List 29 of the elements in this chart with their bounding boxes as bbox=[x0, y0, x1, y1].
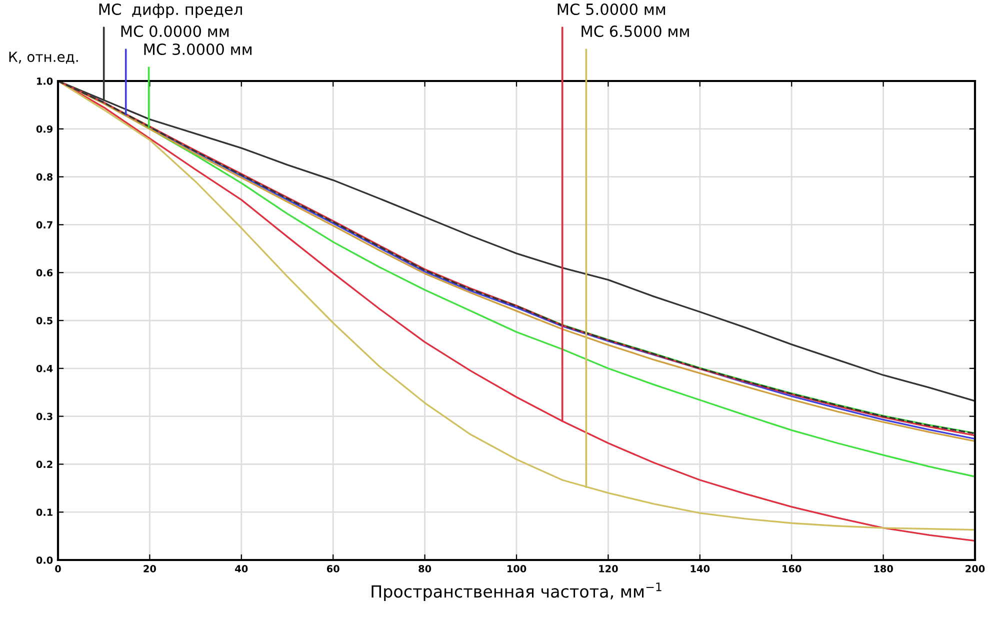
x-tick-label: 80 bbox=[418, 565, 432, 572]
x-tick-label: 120 bbox=[599, 565, 618, 572]
y-tick-label: 0.0 bbox=[36, 556, 53, 564]
x-tick-label: 60 bbox=[326, 565, 340, 572]
y-tick-label: 1.0 bbox=[37, 77, 53, 85]
y-tick-label: 0.8 bbox=[36, 173, 53, 181]
y-tick-label: 0.7 bbox=[36, 221, 52, 229]
annotation: МС 6.5000 мм bbox=[582, 25, 689, 38]
y-tick-label: 0.9 bbox=[36, 125, 53, 133]
x-tick-label: 20 bbox=[144, 565, 156, 572]
y-tick-label: 0.2 bbox=[36, 460, 52, 468]
x-tick-label: 180 bbox=[874, 565, 893, 572]
x-tick-label: 200 bbox=[966, 565, 985, 572]
x-tick-label: 100 bbox=[507, 565, 526, 572]
x-axis-title: Пространственная частота, мм$^{−1}$ bbox=[372, 582, 662, 601]
annotation: МС 0.0000 мм bbox=[121, 25, 229, 38]
y-axis-title: К, отн.ед. bbox=[9, 52, 78, 64]
x-tick-label: 140 bbox=[690, 565, 710, 572]
y-tick-label: 0.3 bbox=[36, 412, 52, 420]
x-tick-label: 160 bbox=[782, 565, 802, 572]
annotation: МС 5.0000 мм bbox=[558, 3, 666, 16]
y-tick-label: 0.4 bbox=[36, 364, 53, 372]
annotation: МС дифр. предел bbox=[99, 3, 242, 18]
y-tick-label: 0.5 bbox=[36, 316, 52, 324]
x-tick-label: 0 bbox=[55, 565, 61, 572]
y-tick-label: 0.6 bbox=[36, 269, 53, 276]
x-tick-label: 40 bbox=[235, 565, 248, 572]
y-tick-label: 0.1 bbox=[36, 508, 52, 516]
annotation: МС 3.0000 мм bbox=[144, 43, 252, 56]
